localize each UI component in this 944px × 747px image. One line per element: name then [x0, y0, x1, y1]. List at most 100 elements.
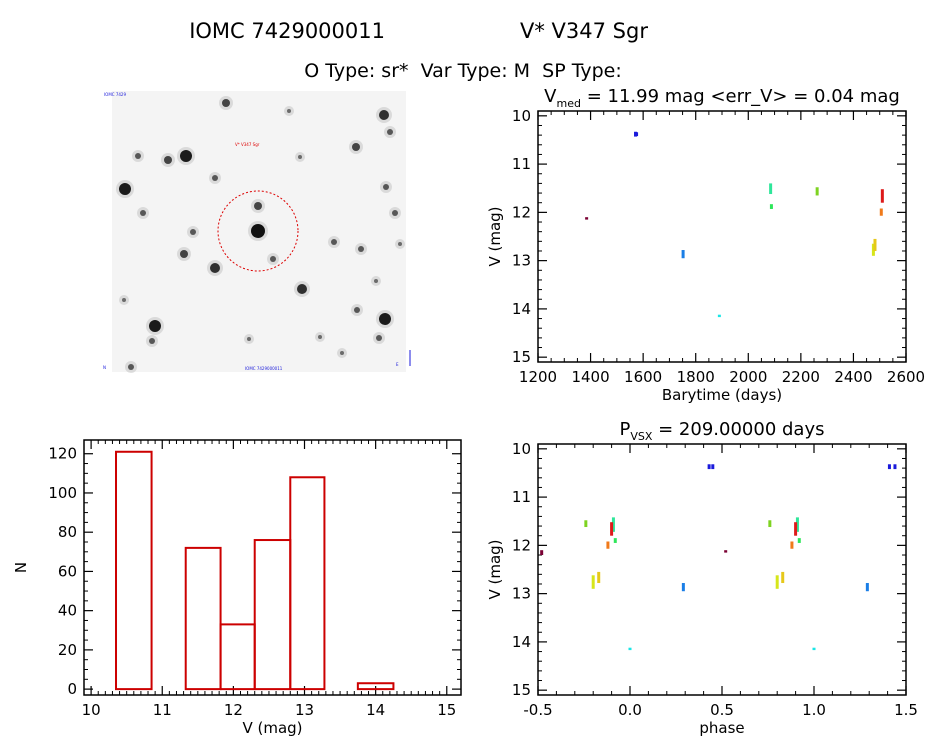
- star: [180, 150, 192, 162]
- x-tick-label: 1400: [571, 368, 609, 386]
- data-point: [613, 538, 617, 543]
- data-point: [610, 522, 614, 536]
- x-tick-label: 1800: [677, 368, 715, 386]
- star: [212, 175, 218, 181]
- title-text: = 11.99 mag <err_V> = 0.04 mag: [581, 86, 900, 107]
- star: [190, 229, 196, 235]
- x-tick-label: 13: [295, 701, 314, 719]
- star: [298, 155, 302, 159]
- plot-frame: [83, 439, 462, 696]
- data-point: [681, 250, 685, 259]
- data-point: [628, 647, 632, 651]
- y-tick-label: 0: [67, 680, 77, 698]
- y-tick-label: 60: [58, 562, 77, 580]
- y-tick-label: 14: [512, 300, 531, 318]
- data-point: [781, 571, 785, 584]
- data-point: [597, 571, 601, 584]
- plot-frame: [537, 110, 907, 363]
- star: [122, 298, 126, 302]
- x-axis-label: Barytime (days): [662, 386, 782, 404]
- y-tick-label: 12: [512, 203, 531, 221]
- data-point: [584, 520, 588, 528]
- target-circle: [217, 190, 299, 272]
- y-tick-label: 13: [512, 252, 531, 270]
- data-point: [873, 238, 877, 251]
- star: [149, 320, 161, 332]
- star: [149, 338, 155, 344]
- x-tick-label: 15: [437, 701, 456, 719]
- histogram-bar: [184, 546, 222, 691]
- sky-label-north: N: [103, 365, 106, 370]
- light-curve-chart: 1200 1400 1600 1800 2000 2200 2400 2600 10 11 12 13…: [486, 86, 925, 404]
- data-point: [769, 204, 773, 209]
- title-symbol: P: [620, 419, 631, 440]
- y-tick-label: 120: [48, 445, 77, 463]
- data-point: [707, 464, 711, 470]
- chart-title: PVSX = 209.00000 days: [620, 419, 825, 443]
- x-tick-label: 1.5: [894, 701, 918, 719]
- data-point: [812, 647, 816, 651]
- star: [251, 224, 265, 238]
- star: [247, 337, 251, 341]
- data-point: [540, 550, 544, 556]
- data-point: [887, 464, 891, 470]
- y-tick-label: 12: [512, 536, 531, 554]
- x-tick-label: 1200: [519, 368, 557, 386]
- star: [140, 210, 146, 216]
- histogram-bar: [356, 682, 395, 691]
- histogram-bar: [253, 539, 292, 691]
- star: [128, 364, 134, 370]
- sky-label-bottom-center: IOMC 7429000011: [245, 366, 283, 371]
- sky-label-target: V* V347 Sgr: [235, 142, 260, 147]
- y-tick-label: 100: [48, 484, 77, 502]
- data-point: [775, 575, 779, 589]
- data-point: [797, 538, 801, 543]
- star: [383, 184, 389, 190]
- y-tick-label: 10: [512, 440, 531, 458]
- header-name: V* V347 Sgr: [520, 19, 648, 43]
- sky-label-east: E: [396, 362, 399, 367]
- y-tick-label: 40: [58, 602, 77, 620]
- x-axis-label: V (mag): [242, 719, 302, 737]
- star-field: [116, 96, 405, 373]
- x-tick-label: 1.0: [802, 701, 826, 719]
- header-types: O Type: sr* Var Type: M SP Type:: [304, 60, 622, 82]
- star: [340, 351, 344, 355]
- y-tick-label: 80: [58, 523, 77, 541]
- x-tick-label: 0.5: [710, 701, 734, 719]
- x-axis-label: phase: [699, 719, 744, 737]
- data-point: [815, 187, 819, 196]
- data-point: [768, 520, 772, 528]
- star: [297, 284, 307, 294]
- star: [210, 263, 220, 273]
- star: [164, 156, 172, 164]
- y-tick-label: 14: [512, 633, 531, 651]
- y-tick-label: 10: [512, 107, 531, 125]
- star: [318, 335, 322, 339]
- star: [387, 129, 393, 135]
- star: [358, 246, 364, 252]
- star: [354, 307, 360, 313]
- star: [352, 143, 360, 151]
- star: [180, 250, 188, 258]
- x-tick-label: -0.5: [523, 701, 552, 719]
- star: [376, 335, 382, 341]
- x-tick-label: 2000: [729, 368, 767, 386]
- star: [398, 242, 402, 246]
- plot-frame: [537, 443, 907, 696]
- x-tick-label: 2400: [834, 368, 872, 386]
- y-axis-label: N: [12, 562, 30, 573]
- sky-label-top-left: IOMC 7429: [104, 92, 126, 97]
- data-point: [795, 517, 799, 532]
- star: [379, 110, 389, 120]
- y-tick-label: 13: [512, 585, 531, 603]
- histogram-bar: [115, 450, 153, 691]
- y-tick-label: 11: [512, 155, 531, 173]
- data-point: [681, 583, 685, 592]
- x-tick-label: 1600: [624, 368, 662, 386]
- title-text: = 209.00000 days: [652, 419, 824, 440]
- y-tick-label: 15: [512, 348, 531, 366]
- x-tick-label: 2600: [887, 368, 925, 386]
- y-axis-label: V (mag): [486, 206, 504, 266]
- data-point: [893, 464, 897, 470]
